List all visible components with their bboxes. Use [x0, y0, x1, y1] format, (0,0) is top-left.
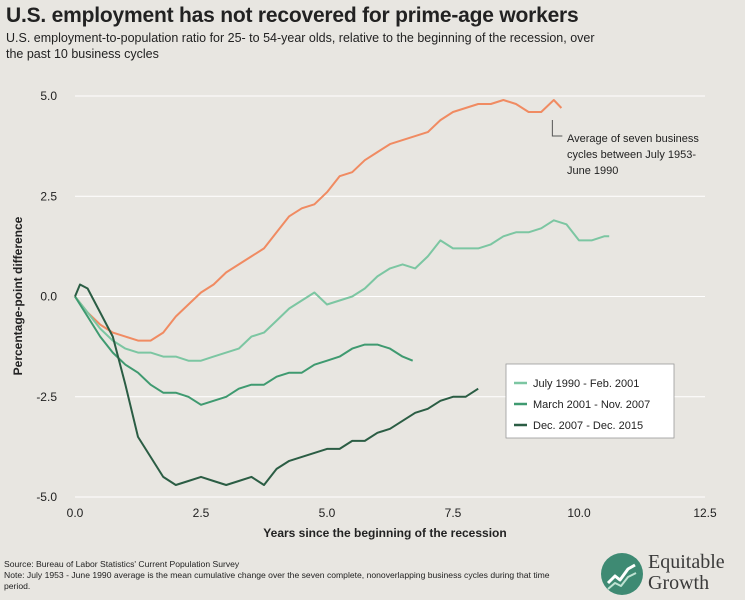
legend-label: July 1990 - Feb. 2001 — [533, 378, 639, 390]
x-axis-title: Years since the beginning of the recessi… — [263, 526, 506, 540]
y-tick-label: -2.5 — [36, 390, 57, 404]
annotation-leader — [551, 120, 563, 137]
x-tick-label: 7.5 — [445, 506, 462, 520]
y-axis-title: Percentage-point difference — [11, 216, 25, 375]
series-lines — [74, 99, 610, 486]
chart-title: U.S. employment has not recovered for pr… — [6, 4, 579, 27]
legend: July 1990 - Feb. 2001 March 2001 - Nov. 2… — [505, 363, 675, 439]
series-line-3 — [74, 295, 414, 406]
y-tick-label: 0.0 — [40, 290, 57, 304]
axes: 5.0 2.5 0.0 -2.5 -5.0 0.0 2.5 5.0 7.5 10.0 12.5 Yea… — [11, 89, 717, 540]
line-chart: 5.0 2.5 0.0 -2.5 -5.0 0.0 2.5 5.0 7.5 10.0 12.5 Yea… — [11, 89, 717, 540]
logo-line-1: Equitable — [648, 551, 725, 573]
annotation: Average of seven business cycles between … — [551, 120, 699, 177]
logo-wordmark: Equitable Growth — [648, 552, 725, 594]
legend-box — [505, 363, 675, 439]
x-tick-label: 10.0 — [567, 506, 591, 520]
footer: Source: Bureau of Labor Statistics' Curr… — [4, 559, 564, 592]
y-tick-label: 2.5 — [40, 189, 57, 203]
x-tick-label: 2.5 — [193, 506, 210, 520]
x-tick-label: 12.5 — [693, 506, 717, 520]
series-line-2 — [74, 219, 610, 362]
y-tick-label: 5.0 — [40, 89, 57, 103]
x-tick-label: 5.0 — [319, 506, 336, 520]
equitable-growth-logo: Equitable Growth — [601, 551, 745, 597]
series-line-4 — [74, 283, 479, 486]
source-note: Source: Bureau of Labor Statistics' Curr… — [4, 559, 240, 569]
chart-subtitle: U.S. employment-to-population ratio for … — [6, 31, 595, 61]
legend-label: March 2001 - Nov. 2007 — [533, 399, 650, 411]
x-tick-label: 0.0 — [67, 506, 84, 520]
annotation-text: Average of seven business cycles between … — [567, 133, 699, 177]
methodology-note: Note: July 1953 - June 1990 average is t… — [4, 570, 550, 591]
legend-label: Dec. 2007 - Dec. 2015 — [533, 420, 643, 432]
logo-line-2: Growth — [648, 572, 710, 594]
series-line-1 — [74, 99, 563, 342]
growth-chart-icon — [601, 553, 643, 595]
y-tick-label: -5.0 — [36, 490, 57, 504]
